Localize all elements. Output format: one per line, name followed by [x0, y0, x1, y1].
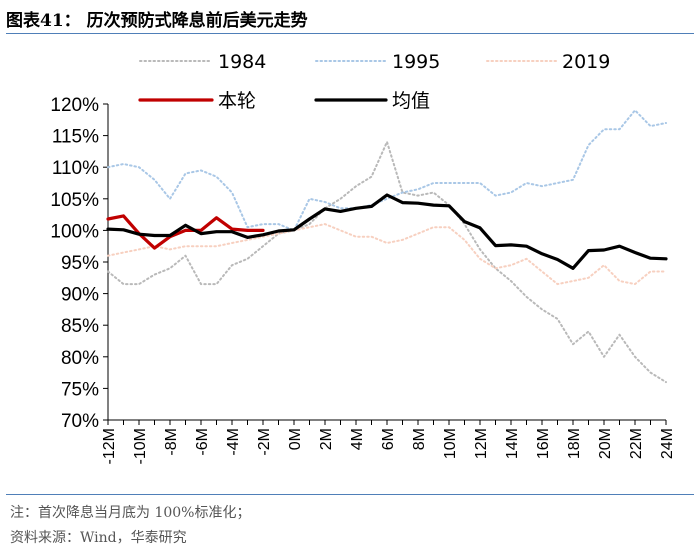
x-tick-label: 22M	[628, 428, 645, 459]
y-tick-label: 80%	[61, 348, 99, 369]
x-tick-label: 14M	[504, 428, 521, 459]
chart: 1984 1995 2019 本轮 均值 70% 75% 80% 85% 90% 95% 100% 1…	[50, 51, 676, 464]
x-tick-label: 12M	[473, 428, 490, 459]
series-line-1984	[107, 140, 667, 384]
plot-area	[106, 109, 668, 384]
x-tick-label: 6M	[380, 428, 397, 450]
y-tick-label: 110%	[52, 158, 99, 179]
x-tick-label: -6M	[194, 428, 211, 456]
y-axis: 70% 75% 80% 85% 90% 95% 100% 105% 110% 115% 120%	[50, 95, 109, 432]
x-tick-label: -4M	[225, 428, 242, 456]
y-tick-label: 85%	[61, 316, 99, 337]
series-line-2019	[107, 223, 667, 286]
legend-label-本轮: 本轮	[218, 90, 256, 112]
footnote: 注：首次降息当月底为 100%标准化；	[10, 505, 251, 521]
footer-rule	[6, 494, 694, 495]
y-tick-label: 90%	[61, 285, 99, 306]
source-note: 资料来源：Wind，华泰研究	[10, 530, 187, 546]
y-tick-label: 105%	[50, 190, 99, 211]
x-tick-label: 18M	[566, 428, 583, 459]
x-tick-label: 2M	[318, 428, 335, 450]
y-tick-label: 100%	[50, 221, 99, 242]
series-line-1995	[107, 109, 667, 232]
x-axis: -12M -10M -8M -6M -4M -2M 0M 2M 4M 6M 8M 10M 12M 14M 1…	[101, 419, 676, 464]
x-tick-label: 8M	[411, 428, 428, 450]
series-line-本轮	[106, 214, 265, 250]
x-tick-label: 0M	[287, 428, 304, 450]
x-tick-label: 4M	[349, 428, 366, 450]
y-tick-label: 120%	[50, 95, 99, 116]
y-tick-label: 70%	[61, 411, 99, 432]
y-tick-label: 115%	[52, 127, 99, 148]
x-tick-label: 10M	[442, 428, 459, 459]
x-tick-label: 24M	[659, 428, 676, 459]
series-line-均值	[106, 193, 668, 270]
x-tick-label: -12M	[101, 428, 118, 464]
x-tick-label: -2M	[256, 428, 273, 456]
x-tick-label: 16M	[535, 428, 552, 459]
figure-title: 图表41： 历次预防式降息前后美元走势	[6, 11, 308, 31]
legend-label-1995: 1995	[392, 51, 440, 73]
y-tick-label: 75%	[61, 379, 99, 400]
legend-label-2019: 2019	[562, 51, 610, 73]
legend-label-均值: 均值	[392, 90, 430, 112]
legend: 1984 1995 2019 本轮 均值	[138, 51, 610, 112]
title-rule	[6, 33, 694, 34]
y-tick-label: 95%	[61, 253, 99, 274]
x-tick-label: -8M	[163, 428, 180, 456]
legend-label-1984: 1984	[218, 51, 266, 73]
x-tick-label: 20M	[597, 428, 614, 459]
x-tick-label: -10M	[132, 428, 149, 464]
